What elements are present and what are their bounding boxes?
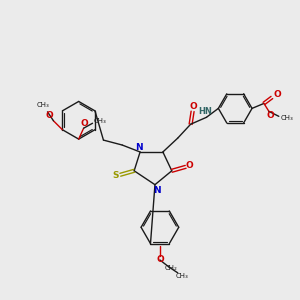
Text: N: N <box>153 186 161 195</box>
Text: O: O <box>156 256 164 265</box>
Text: O: O <box>81 119 88 128</box>
Text: CH₃: CH₃ <box>36 102 49 108</box>
Text: CH₂: CH₂ <box>164 265 177 271</box>
Text: CH₃: CH₃ <box>280 115 293 121</box>
Text: O: O <box>46 111 53 120</box>
Text: CH₃: CH₃ <box>175 273 188 279</box>
Text: O: O <box>186 161 194 170</box>
Text: O: O <box>274 90 282 99</box>
Text: CH₃: CH₃ <box>94 118 107 124</box>
Text: N: N <box>135 142 143 152</box>
Text: HN: HN <box>199 107 212 116</box>
Text: S: S <box>112 171 119 180</box>
Text: O: O <box>266 111 274 120</box>
Text: O: O <box>190 102 197 111</box>
